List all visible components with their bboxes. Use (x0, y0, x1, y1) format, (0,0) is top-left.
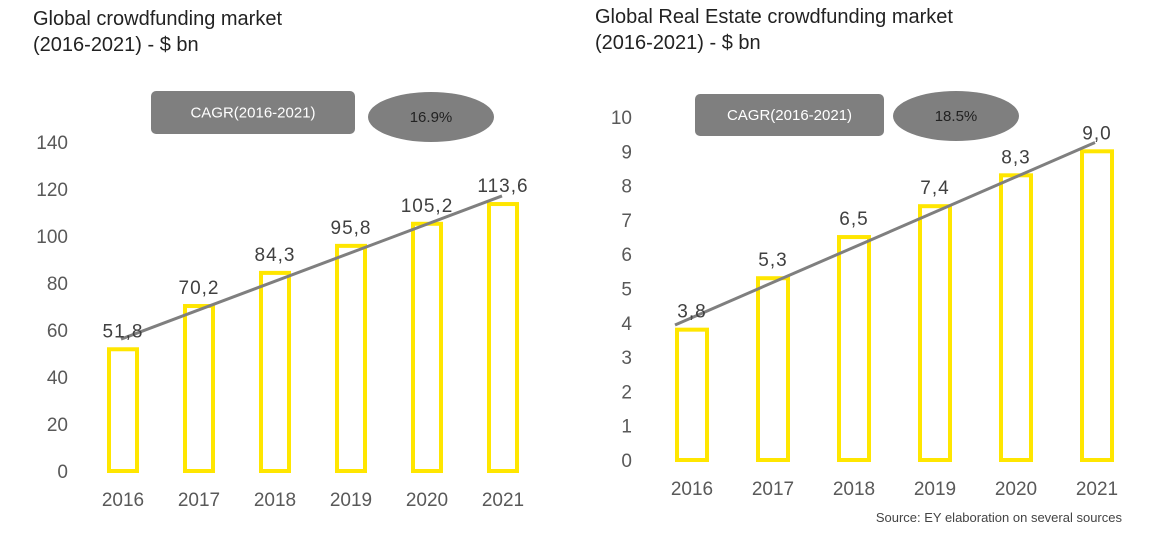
left-x-tick-label: 2019 (330, 490, 372, 511)
right-y-tick-label: 3 (621, 348, 632, 369)
right-data-label-2016: 3,8 (677, 302, 706, 323)
right-cagr-box (695, 94, 884, 136)
chart-title-right: Global Real Estate crowdfunding market (… (595, 4, 953, 56)
left-data-label-2019: 95,8 (331, 218, 372, 239)
right-bar-2020 (999, 173, 1033, 462)
right-data-label-2020: 8,3 (1001, 147, 1030, 168)
left-x-tick-label: 2016 (102, 490, 144, 511)
left-cagr-box (151, 91, 355, 134)
left-cagr-label: CAGR(2016-2021) (190, 105, 315, 122)
right-data-label-2017: 5,3 (758, 250, 787, 271)
left-y-tick-label: 120 (36, 180, 68, 201)
right-y-tick-label: 10 (611, 108, 632, 129)
chart-title-left-line1: Global crowdfunding market (33, 8, 283, 30)
right-x-tick-label: 2020 (995, 479, 1037, 500)
right-x-tick-label: 2016 (671, 479, 713, 500)
right-y-tick-label: 1 (621, 417, 632, 438)
left-y-tick-label: 40 (47, 368, 68, 389)
right-bar-2021 (1080, 149, 1114, 463)
left-bar-2016 (107, 347, 139, 473)
left-x-tick-label: 2020 (406, 490, 448, 511)
left-x-tick-label: 2018 (254, 490, 296, 511)
right-bar-2018 (837, 235, 871, 462)
right-y-tick-label: 7 (621, 211, 632, 232)
chart-title-left: Global crowdfunding market (2016-2021) -… (33, 6, 282, 58)
right-y-tick-label: 6 (621, 245, 632, 266)
right-y-tick-label: 2 (621, 382, 632, 403)
left-data-label-2017: 70,2 (179, 278, 220, 299)
chart-title-right-line1: Global Real Estate crowdfunding market (595, 6, 953, 28)
left-bar-2021 (487, 202, 519, 473)
right-data-label-2021: 9,0 (1082, 123, 1111, 144)
right-data-label-2018: 6,5 (839, 209, 868, 230)
left-y-tick-label: 20 (47, 415, 68, 436)
left-y-tick-label: 140 (36, 133, 68, 154)
left-data-label-2016: 51,8 (103, 321, 144, 342)
left-y-tick-label: 80 (47, 274, 68, 295)
left-bar-2020 (411, 221, 443, 473)
right-x-tick-label: 2021 (1076, 479, 1118, 500)
right-bar-2017 (756, 276, 790, 462)
right-cagr-value: 18.5% (935, 108, 978, 125)
chart-title-left-line2: (2016-2021) - $ bn (33, 34, 199, 56)
right-bar-2019 (918, 204, 952, 462)
source-note: Source: EY elaboration on several source… (875, 510, 1122, 525)
right-bar-2016 (675, 327, 709, 462)
right-y-tick-label: 9 (621, 142, 632, 163)
left-y-tick-label: 0 (57, 462, 68, 483)
left-x-tick-label: 2017 (178, 490, 220, 511)
chart-title-right-line2: (2016-2021) - $ bn (595, 32, 761, 54)
left-bar-2017 (183, 304, 215, 473)
right-trend-line (674, 141, 1096, 327)
left-cagr-value: 16.9% (410, 109, 453, 126)
left-y-tick-label: 100 (36, 227, 68, 248)
right-y-tick-label: 4 (621, 314, 632, 335)
right-x-tick-label: 2018 (833, 479, 875, 500)
left-bar-2019 (335, 243, 367, 473)
right-y-tick-label: 5 (621, 280, 632, 301)
left-data-label-2021: 113,6 (477, 176, 528, 197)
left-bar-2018 (259, 270, 291, 473)
left-trend-line (120, 194, 503, 341)
left-data-label-2020: 105,2 (401, 196, 454, 217)
left-cagr-ellipse (368, 92, 494, 142)
left-data-label-2018: 84,3 (255, 245, 296, 266)
left-x-tick-label: 2021 (482, 490, 524, 511)
right-x-tick-label: 2017 (752, 479, 794, 500)
right-y-tick-label: 0 (621, 451, 632, 472)
right-y-tick-label: 8 (621, 177, 632, 198)
right-cagr-ellipse (893, 91, 1019, 141)
left-y-tick-label: 60 (47, 321, 68, 342)
right-data-label-2019: 7,4 (920, 178, 949, 199)
right-cagr-label: CAGR(2016-2021) (727, 107, 852, 124)
right-x-tick-label: 2019 (914, 479, 956, 500)
